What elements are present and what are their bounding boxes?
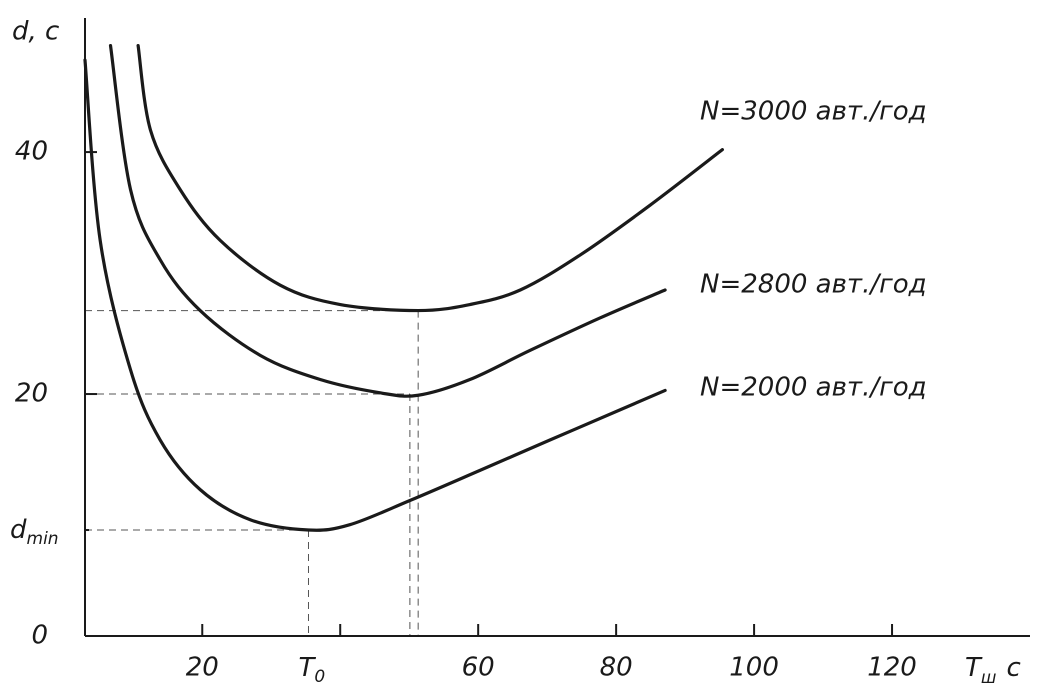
- y-tick-label-text: d: [10, 515, 27, 545]
- x-axis-label-unit: c: [1006, 653, 1020, 683]
- x-tick-label: 60: [462, 653, 495, 683]
- y-tick-label: 0: [31, 621, 48, 651]
- x-tick-label: 100: [729, 653, 779, 683]
- y-tick-label: 40: [15, 137, 48, 167]
- chart: d, c Tшc 20T060801001200dmin2040N=3000 а…: [0, 0, 1040, 686]
- y-axis-label: d, c: [12, 17, 59, 47]
- x-axis-label-subscript: ш: [981, 668, 997, 686]
- series-label: N=3000 авт./год: [700, 97, 927, 127]
- y-tick-label-subscript: min: [27, 529, 59, 549]
- series-label: N=2000 авт./год: [700, 373, 927, 403]
- y-tick-label: 20: [15, 379, 48, 409]
- x-tick-label: 20: [186, 653, 219, 683]
- x-tick-label: 80: [600, 653, 633, 683]
- x-tick-label: 120: [867, 653, 917, 683]
- x-tick-label-subscript: 0: [314, 667, 325, 686]
- series-label: N=2800 авт./год: [700, 270, 927, 300]
